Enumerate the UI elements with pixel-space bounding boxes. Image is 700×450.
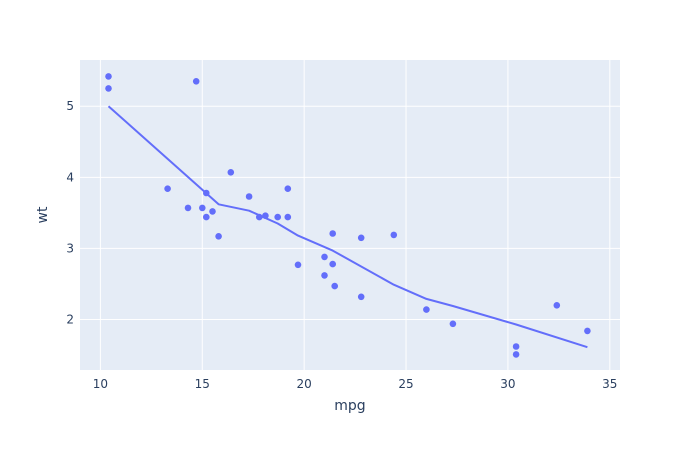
data-point [512,343,520,350]
data-point [329,230,337,237]
x-tick-label: 20 [297,377,312,391]
data-point [584,327,591,335]
y-axis-title: wt [35,206,51,223]
data-point [331,282,339,290]
data-point [390,231,398,239]
data-point [184,204,192,212]
y-tick-label: 4 [66,170,74,184]
data-points-layer [105,73,591,358]
data-point [294,261,302,269]
y-tick-label: 2 [66,313,74,327]
x-tick-label: 35 [602,377,617,391]
data-point [164,185,171,192]
data-point [329,260,337,268]
data-point [199,204,206,212]
data-point [553,302,561,309]
data-point [357,293,365,301]
data-point [255,213,263,221]
data-point [284,213,292,221]
data-point [321,253,328,261]
data-point [105,73,112,80]
trend-line-layer [107,105,588,349]
x-tick-label: 10 [93,377,108,391]
data-point [192,78,200,85]
y-tick-label: 3 [66,241,74,255]
data-point [262,212,269,219]
data-point [512,351,520,358]
data-point [284,185,292,192]
grid-lines [80,60,620,370]
data-point [215,233,222,240]
data-point [357,234,365,242]
data-point [209,208,216,215]
data-point [274,213,282,221]
x-tick-label: 25 [398,377,413,391]
plot-background [80,60,620,370]
x-tick-label: 15 [195,377,210,391]
x-tick-label: 30 [500,377,515,391]
data-point [449,320,457,328]
data-point [227,169,235,176]
x-axis-title: mpg [334,398,365,414]
data-point [203,189,210,197]
data-point [423,306,430,313]
data-point [203,213,210,221]
trend-line [107,105,588,349]
data-point [105,85,112,92]
y-tick-label: 5 [66,99,74,113]
tick-labels: 10 15 20 25 30 35 2 3 4 5 [66,99,617,391]
data-point [245,193,253,200]
data-point [321,272,328,279]
